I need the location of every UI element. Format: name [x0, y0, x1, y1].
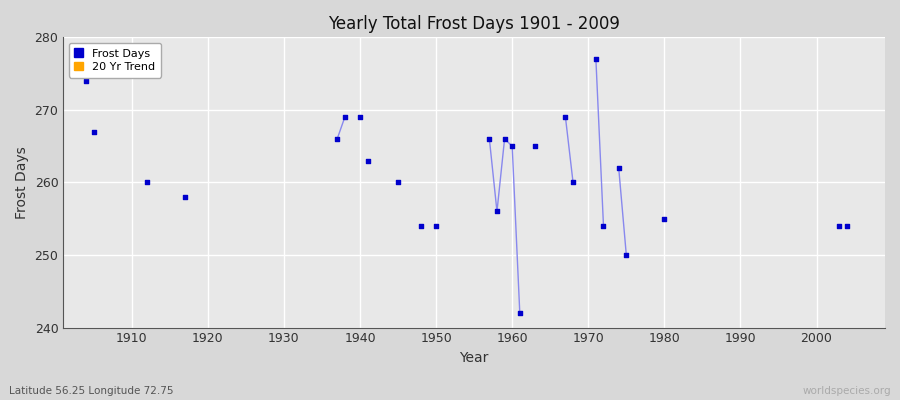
Text: Latitude 56.25 Longitude 72.75: Latitude 56.25 Longitude 72.75 [9, 386, 174, 396]
Point [611, 165, 625, 171]
Point [414, 223, 428, 229]
Text: worldspecies.org: worldspecies.org [803, 386, 891, 396]
Point [527, 143, 542, 149]
Point [513, 310, 527, 316]
Point [86, 128, 101, 135]
Title: Yearly Total Frost Days 1901 - 2009: Yearly Total Frost Days 1901 - 2009 [328, 15, 620, 33]
Point [178, 194, 193, 200]
Point [505, 143, 519, 149]
X-axis label: Year: Year [460, 351, 489, 365]
Point [619, 252, 634, 258]
Point [391, 179, 405, 186]
Point [498, 136, 512, 142]
Point [353, 114, 367, 120]
Legend: Frost Days, 20 Yr Trend: Frost Days, 20 Yr Trend [68, 43, 161, 78]
Point [657, 216, 671, 222]
Point [360, 158, 374, 164]
Point [597, 223, 611, 229]
Point [338, 114, 352, 120]
Point [490, 208, 504, 215]
Point [589, 56, 603, 62]
Y-axis label: Frost Days: Frost Days [15, 146, 29, 219]
Point [566, 179, 580, 186]
Point [840, 223, 854, 229]
Point [482, 136, 497, 142]
Point [558, 114, 572, 120]
Point [832, 223, 847, 229]
Point [140, 179, 154, 186]
Point [330, 136, 345, 142]
Point [79, 78, 94, 84]
Point [429, 223, 444, 229]
